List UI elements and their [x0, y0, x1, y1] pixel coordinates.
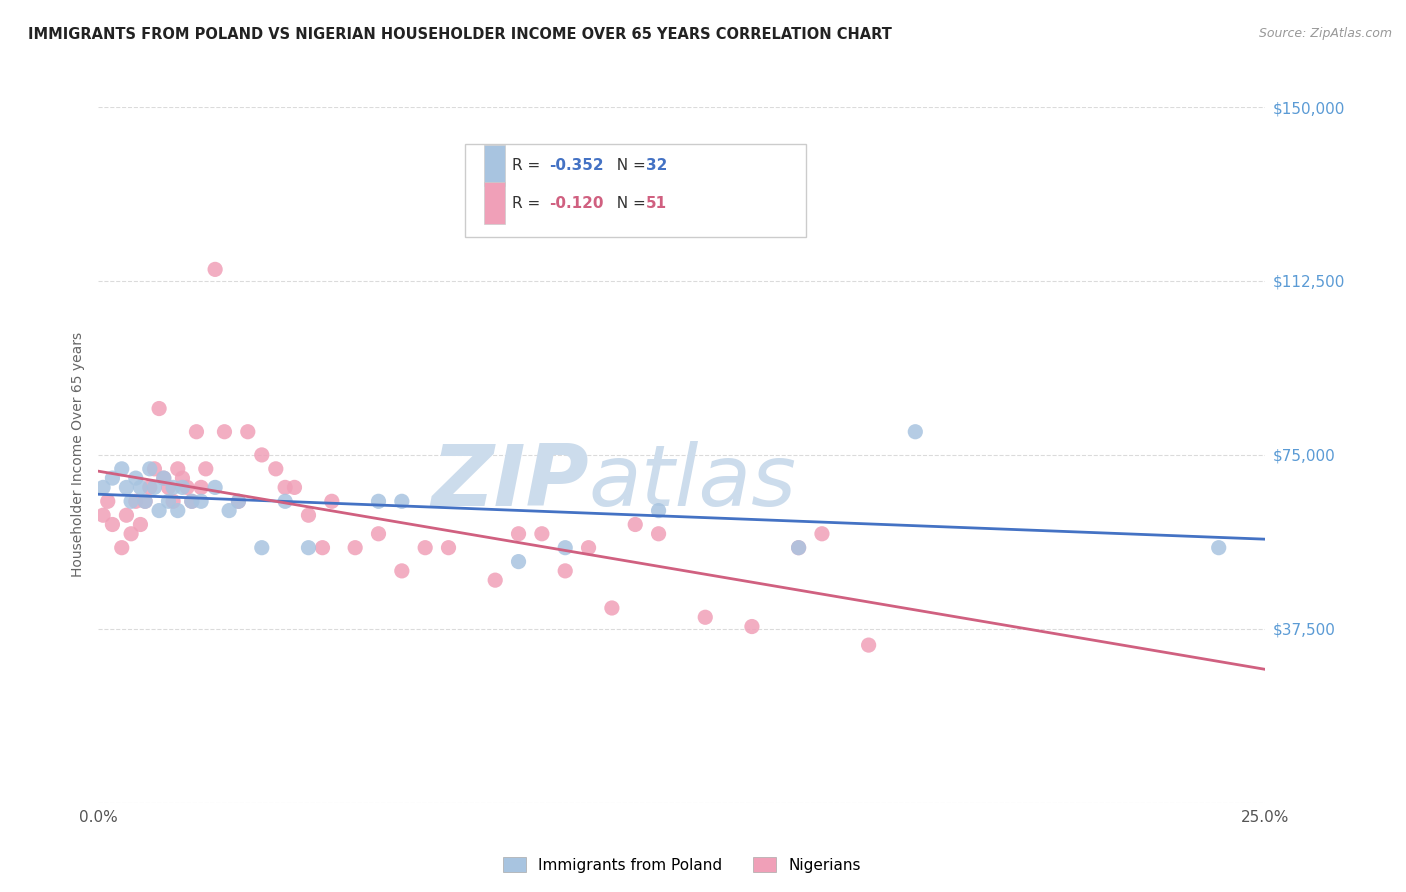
Point: [162, 480, 184, 494]
Point: [413, 541, 436, 555]
Text: -0.352: -0.352: [548, 158, 603, 173]
Point: [391, 494, 413, 508]
Point: [180, 494, 202, 508]
Point: [274, 494, 297, 508]
Point: [250, 448, 273, 462]
Text: N =: N =: [607, 195, 651, 211]
Point: [624, 517, 647, 532]
Point: [139, 480, 162, 494]
Point: [391, 564, 413, 578]
Point: [97, 494, 120, 508]
Text: ZIP: ZIP: [430, 442, 589, 524]
Point: [172, 471, 194, 485]
Point: [741, 619, 763, 633]
Point: [111, 541, 134, 555]
Text: 51: 51: [645, 195, 666, 211]
Point: [204, 262, 226, 277]
Point: [148, 401, 170, 416]
Text: IMMIGRANTS FROM POLAND VS NIGERIAN HOUSEHOLDER INCOME OVER 65 YEARS CORRELATION : IMMIGRANTS FROM POLAND VS NIGERIAN HOUSE…: [28, 27, 891, 42]
Legend: Immigrants from Poland, Nigerians: Immigrants from Poland, Nigerians: [498, 850, 866, 879]
Point: [172, 480, 194, 494]
Point: [101, 517, 124, 532]
Point: [367, 526, 389, 541]
Point: [787, 541, 810, 555]
Text: 32: 32: [645, 158, 666, 173]
Point: [484, 573, 506, 587]
Point: [115, 480, 138, 494]
Point: [578, 541, 600, 555]
Point: [125, 471, 148, 485]
Point: [283, 480, 305, 494]
Point: [311, 541, 333, 555]
Point: [1208, 541, 1230, 555]
Point: [166, 462, 188, 476]
Point: [91, 480, 114, 494]
Point: [811, 526, 834, 541]
Point: [190, 494, 212, 508]
Point: [157, 480, 180, 494]
Point: [129, 517, 152, 532]
Point: [148, 503, 170, 517]
Text: R =: R =: [512, 195, 544, 211]
Point: [115, 508, 138, 523]
Point: [134, 494, 156, 508]
Point: [297, 541, 319, 555]
Point: [600, 601, 623, 615]
Point: [166, 503, 188, 517]
Y-axis label: Householder Income Over 65 years: Householder Income Over 65 years: [70, 333, 84, 577]
Point: [162, 494, 184, 508]
Point: [228, 494, 250, 508]
Point: [647, 526, 669, 541]
Point: [321, 494, 343, 508]
Point: [647, 503, 669, 517]
Point: [530, 526, 553, 541]
Point: [437, 541, 460, 555]
Point: [297, 508, 319, 523]
Point: [367, 494, 389, 508]
Point: [143, 462, 166, 476]
Point: [554, 564, 576, 578]
Point: [190, 480, 212, 494]
Point: [508, 555, 530, 569]
Point: [120, 494, 142, 508]
Point: [180, 494, 202, 508]
Point: [904, 425, 927, 439]
Point: [858, 638, 880, 652]
Point: [91, 508, 114, 523]
Point: [176, 480, 198, 494]
Point: [695, 610, 717, 624]
Text: -0.120: -0.120: [548, 195, 603, 211]
Point: [554, 541, 576, 555]
Text: R =: R =: [512, 158, 544, 173]
Point: [787, 541, 810, 555]
Point: [214, 425, 236, 439]
Point: [139, 462, 162, 476]
Text: atlas: atlas: [589, 442, 797, 524]
Point: [194, 462, 217, 476]
Point: [129, 480, 152, 494]
Point: [204, 480, 226, 494]
Point: [218, 503, 240, 517]
Point: [186, 425, 208, 439]
Point: [134, 494, 156, 508]
Point: [125, 494, 148, 508]
Point: [250, 541, 273, 555]
Point: [508, 526, 530, 541]
Point: [152, 471, 174, 485]
Text: Source: ZipAtlas.com: Source: ZipAtlas.com: [1258, 27, 1392, 40]
Point: [143, 480, 166, 494]
Point: [236, 425, 259, 439]
Point: [274, 480, 297, 494]
Point: [120, 526, 142, 541]
Point: [111, 462, 134, 476]
Point: [228, 494, 250, 508]
Text: N =: N =: [607, 158, 651, 173]
Point: [101, 471, 124, 485]
Point: [152, 471, 174, 485]
Point: [157, 494, 180, 508]
Point: [264, 462, 287, 476]
Point: [344, 541, 367, 555]
